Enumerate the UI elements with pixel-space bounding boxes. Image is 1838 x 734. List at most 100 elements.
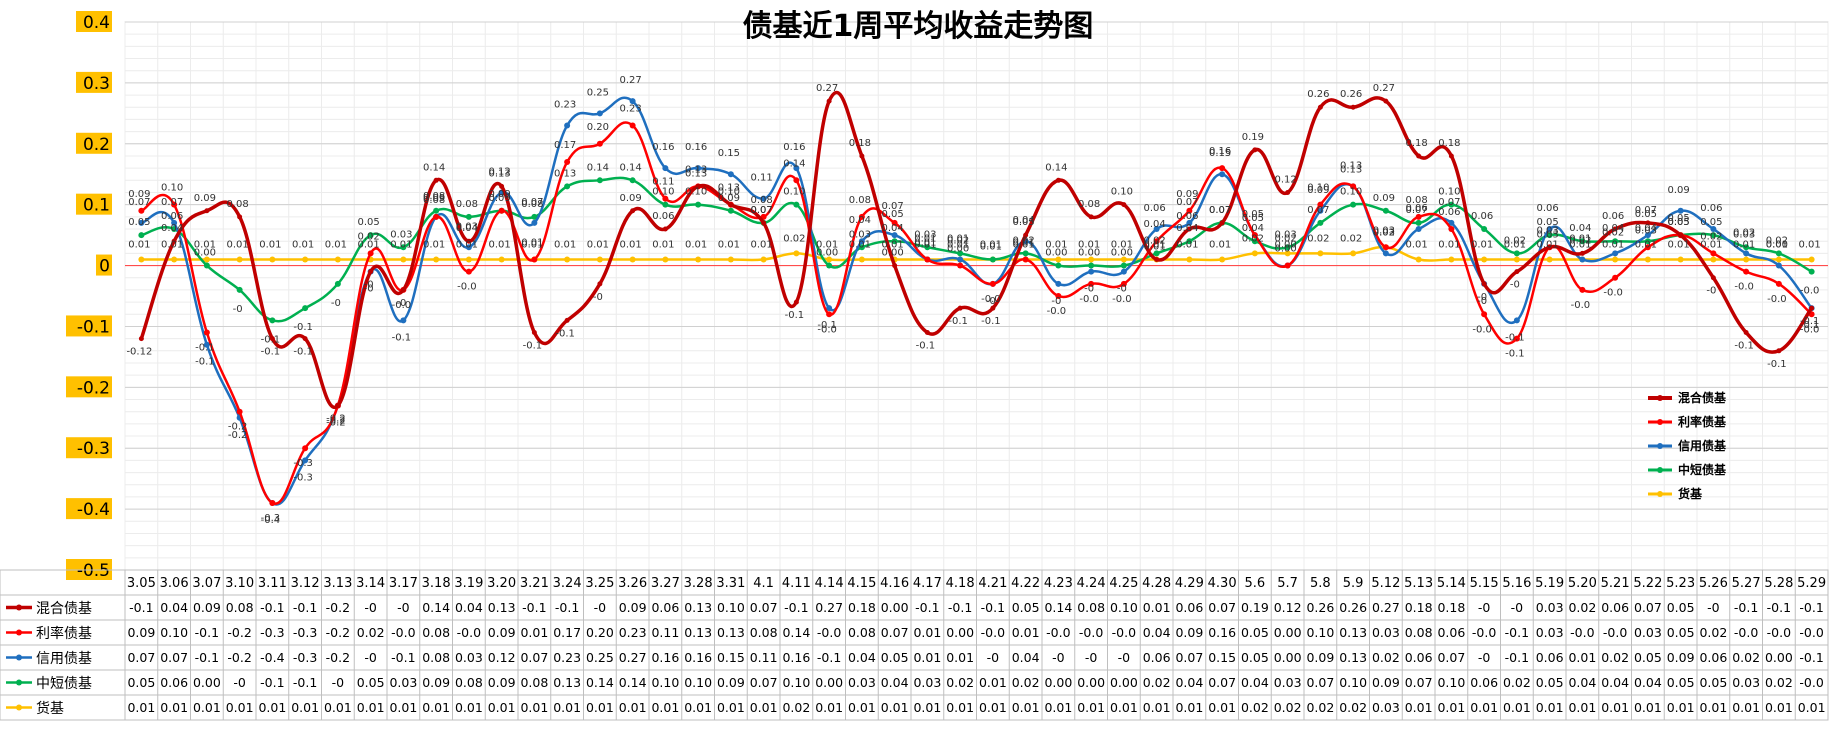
table-cell: 0.04 (1241, 675, 1269, 690)
data-label: 0.08 (521, 199, 543, 210)
table-cell: 0.12 (1274, 600, 1302, 615)
data-point (203, 341, 210, 348)
data-point (597, 281, 603, 287)
data-point (1448, 219, 1455, 226)
data-point (1481, 281, 1487, 287)
table-cell: 0.02 (946, 675, 974, 690)
x-tick-label: 3.21 (520, 576, 549, 591)
table-cell: 0.14 (422, 600, 450, 615)
table-cell: 0.27 (1372, 600, 1400, 615)
data-label: 0.03 (1536, 225, 1558, 236)
data-point (236, 256, 243, 263)
row-series-name: 利率债基 (36, 625, 92, 642)
data-table: 3.05 3.06 3.07 3.10 3.11 3.12 3.13 3.14 3.17 3.18… (0, 569, 1829, 721)
row-marker (16, 704, 22, 711)
data-point (1579, 238, 1586, 245)
data-label: 0.08 (750, 195, 772, 206)
data-label: 0.10 (1111, 187, 1133, 198)
legend-item: 信用债基 (1648, 438, 1727, 453)
data-label: 0.01 (881, 239, 903, 250)
table-cell: 0.04 (848, 650, 876, 665)
data-point (957, 256, 964, 263)
y-tick-label: -0.4 (77, 500, 110, 520)
data-point (1186, 238, 1193, 245)
data-point (498, 256, 505, 263)
data-label: 0.07 (1438, 197, 1460, 208)
table-cell: -0 (1478, 600, 1491, 615)
table-cell: 0.06 (1601, 600, 1629, 615)
y-tick-label: -0.1 (77, 317, 110, 337)
table-cell: 0.11 (651, 625, 679, 640)
data-point (335, 403, 341, 409)
data-label: 0.07 (1307, 205, 1329, 216)
data-label: 0.23 (554, 100, 576, 111)
table-cell: 0.07 (160, 650, 188, 665)
data-point (891, 232, 898, 239)
data-point (1645, 220, 1651, 226)
data-label: 0.10 (685, 187, 707, 198)
data-point (433, 213, 440, 220)
x-tick-label: 4.18 (946, 576, 975, 591)
table-cell: -0.0 (1570, 625, 1594, 640)
data-label: 0.00 (1045, 248, 1067, 259)
row-series-name: 货基 (36, 700, 64, 717)
data-label: -0 (364, 280, 374, 291)
data-point (302, 457, 309, 464)
table-cell: 0.04 (881, 675, 909, 690)
data-label: 0.01 (652, 239, 674, 250)
data-label: 0.01 (1635, 239, 1657, 250)
table-cell: -0.0 (1046, 625, 1070, 640)
legend-marker (1657, 395, 1663, 401)
table-cell: -0.1 (555, 600, 579, 615)
data-label: 0.09 (718, 193, 740, 204)
table-cell: 0.20 (586, 625, 614, 640)
data-label: 0.07 (881, 201, 903, 212)
data-label: 0.13 (554, 168, 576, 179)
data-point (1284, 244, 1291, 251)
table-cell: -0.3 (260, 625, 284, 640)
data-label: -0.1 (555, 328, 575, 339)
data-point (1513, 256, 1520, 263)
x-tick-label: 5.27 (1732, 576, 1761, 591)
table-cell: -0.1 (260, 675, 284, 690)
data-label: -0.0 (1603, 288, 1623, 299)
x-tick-label: 5.6 (1245, 576, 1266, 591)
table-cell: 0.06 (160, 675, 188, 690)
data-point (1350, 104, 1356, 110)
table-cell: 0.09 (488, 675, 516, 690)
data-label: 0.10 (161, 183, 183, 194)
table-cell: 0.02 (1568, 600, 1596, 615)
table-cell: 0.13 (553, 675, 581, 690)
data-point (1579, 256, 1586, 263)
data-point (302, 336, 308, 342)
data-label: 0.04 (1143, 219, 1165, 230)
x-tick-label: 3.14 (356, 576, 385, 591)
table-cell: 0.13 (488, 600, 516, 615)
table-cell: 0.25 (586, 650, 614, 665)
table-cell: 0.10 (651, 675, 679, 690)
data-label: 0.01 (1078, 239, 1100, 250)
data-point (204, 208, 210, 214)
table-cell: 0.01 (291, 700, 319, 715)
table-cell: 0.01 (651, 700, 679, 715)
table-cell: 0.01 (488, 700, 516, 715)
data-point (1055, 280, 1062, 287)
table-cell: 0.00 (1274, 650, 1302, 665)
table-cell: 0.10 (1110, 600, 1138, 615)
table-cell: 0.02 (1143, 675, 1171, 690)
series-0 (138, 90, 1815, 410)
data-label: 0.01 (1602, 239, 1624, 250)
data-label: -0 (1510, 280, 1520, 291)
table-cell: 0.00 (1110, 675, 1138, 690)
data-label: 0.14 (423, 162, 445, 173)
table-cell: 0.01 (619, 700, 647, 715)
table-cell: 0.13 (684, 625, 712, 640)
x-tick-label: 5.26 (1699, 576, 1728, 591)
data-label: 0.04 (881, 223, 903, 234)
legend-label: 利率债基 (1678, 414, 1727, 429)
data-label: 0.02 (1340, 233, 1362, 244)
table-cell: -0.3 (293, 625, 317, 640)
data-label: 0.03 (456, 221, 478, 232)
data-point (367, 232, 374, 239)
series-1 (138, 121, 1815, 507)
